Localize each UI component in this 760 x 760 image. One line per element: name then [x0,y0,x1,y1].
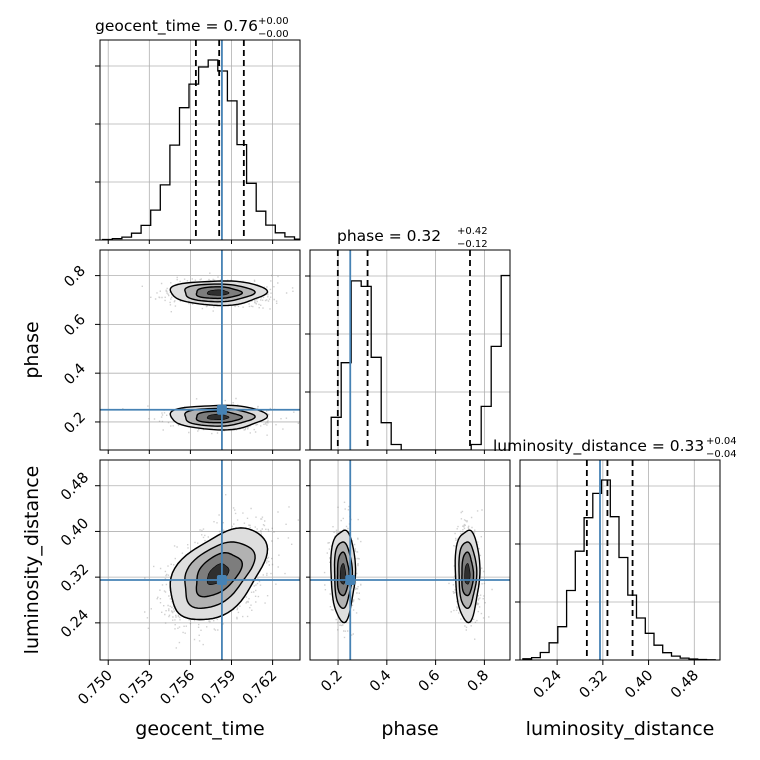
panel-frame-geocent-time-geocent-time [99,39,301,241]
contour-level [339,563,347,585]
histogram-phase [311,250,510,450]
x-tick-label-phase: 0.2 [318,668,346,696]
x-tick-label-geocent-time: 0.759 [199,668,240,709]
y-tick-label-luminosity-distance: 0.48 [58,470,92,504]
title-luminosity-distance-sub: −0.04 [706,449,737,460]
x-tick-label-luminosity-distance: 0.24 [531,668,565,702]
x-tick-label-phase: 0.6 [416,668,444,696]
truth-phase-vs-geocent-time [100,250,300,450]
histogram-step [311,274,510,450]
x-tick-label-geocent-time: 0.756 [158,668,199,709]
title-phase-sup: +0.42 [457,226,488,237]
histogram-luminosity-distance [522,460,716,660]
x-tick-label-geocent-time: 0.750 [75,668,116,709]
truth-marker [216,404,227,415]
y-tick-label-phase: 0.6 [61,312,89,340]
y-tick-label-luminosity-distance: 0.32 [58,561,92,595]
y-tick-label-luminosity-distance: 0.24 [58,607,92,641]
x-tick-label-luminosity-distance: 0.48 [668,668,702,702]
panel-frame-luminosity-distance-geocent-time [99,459,301,661]
title-luminosity-distance: luminosity_distance = 0.33 [493,437,704,456]
histogram-step [522,479,716,660]
x-tick-label-geocent-time: 0.753 [116,668,157,709]
xlabel-geocent-time: geocent_time [135,718,264,740]
panel-frames [99,39,721,661]
truth-luminosity-distance-vs-geocent-time [100,460,300,660]
title-geocent-time-sub: −0.00 [258,29,289,40]
truth-luminosity-distance-vs-phase [310,460,510,660]
contour-level [464,563,471,585]
title-luminosity-distance-sup: +0.04 [706,436,737,447]
y-tick-label-phase: 0.8 [61,263,89,291]
title-phase-sub: −0.12 [457,239,488,250]
y-tick-label-phase: 0.2 [61,409,89,437]
panel-frame-phase-phase [309,249,511,451]
truth-marker [345,575,356,585]
histogram-geocent-time [102,40,300,240]
chart-marks [100,40,716,660]
ylabel-phase: phase [21,321,43,378]
contour-level [206,289,230,296]
panel-frame-phase-geocent-time [99,249,301,451]
xlabel-luminosity-distance: luminosity_distance [526,718,715,740]
x-tick-label-phase: 0.4 [367,668,395,696]
title-phase: phase = 0.32 [337,227,441,245]
title-geocent-time: geocent_time = 0.76 [95,17,258,36]
x-tick-label-luminosity-distance: 0.40 [622,668,656,702]
histogram-step [102,59,300,240]
x-tick-label-geocent-time: 0.762 [240,668,281,709]
title-geocent-time-sup: +0.00 [258,16,289,27]
ylabel-luminosity-distance: luminosity_distance [21,466,43,655]
x-tick-label-luminosity-distance: 0.32 [577,668,611,702]
xlabel-phase: phase [381,718,438,740]
panel-frame-luminosity-distance-phase [309,459,511,661]
contours-luminosity-distance-vs-geocent-time [169,527,269,621]
panel-frame-luminosity-distance-luminosity-distance [519,459,721,661]
x-tick-label-phase: 0.8 [465,668,493,696]
contours-phase-vs-geocent-time [169,280,269,431]
y-tick-label-phase: 0.4 [61,361,89,389]
axis-ticks: 0.750 0.753 0.756 0.759 0.762 0.2 0.4 0.6 0.8 0.2… [58,65,702,709]
y-tick-label-luminosity-distance: 0.40 [58,515,92,549]
truth-marker [216,575,227,585]
